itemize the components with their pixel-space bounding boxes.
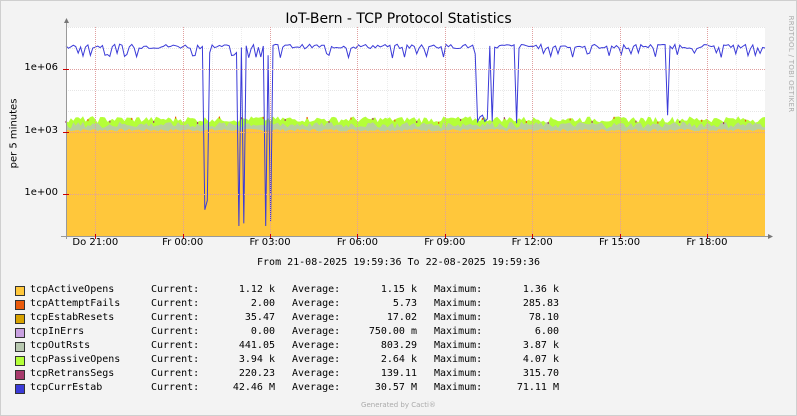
legend-current-label: Current:	[151, 382, 200, 393]
legend-series-name: tcpAttemptFails	[30, 298, 121, 309]
legend-average-label: Average:	[292, 382, 341, 393]
legend-current-value: 1.12 k	[238, 284, 275, 295]
legend-series-name: tcpCurrEstab	[30, 382, 103, 393]
y-tick-label: 1e+06	[24, 61, 58, 73]
legend-current-label: Current:	[151, 284, 200, 295]
y-tick-label: 1e+03	[24, 124, 58, 136]
legend-maximum-label: Maximum:	[434, 298, 483, 309]
legend-maximum-value: 6.00	[534, 326, 559, 337]
legend-average-label: Average:	[292, 368, 341, 379]
y-axis-arrow	[64, 18, 69, 23]
legend-maximum-value: 315.70	[522, 368, 559, 379]
legend-series-name: tcpActiveOpens	[30, 284, 115, 295]
legend-swatch	[15, 328, 25, 338]
legend-average-value: 30.57 M	[374, 382, 417, 393]
legend-average-label: Average:	[292, 354, 341, 365]
x-axis-arrow	[768, 234, 773, 239]
legend-swatch	[15, 286, 25, 296]
date-range-text: From 21-08-2025 19:59:36 To 22-08-2025 1…	[257, 257, 540, 268]
legend-average-value: 803.29	[380, 340, 417, 351]
legend-maximum-value: 71.11 M	[516, 382, 559, 393]
series-tcpCurrEstab	[65, 42, 766, 227]
legend-maximum-label: Maximum:	[434, 354, 483, 365]
legend-current-value: 42.46 M	[232, 382, 275, 393]
legend-maximum-value: 1.36 k	[522, 284, 559, 295]
legend-swatch	[15, 314, 25, 324]
legend-current-value: 441.05	[238, 340, 275, 351]
legend-current-value: 2.00	[250, 298, 275, 309]
legend-current-label: Current:	[151, 340, 200, 351]
legend-maximum-label: Maximum:	[434, 382, 483, 393]
legend-series-name: tcpPassiveOpens	[30, 354, 121, 365]
legend-swatch	[15, 384, 25, 394]
x-tick-label: Fr 12:00	[511, 237, 553, 248]
x-tick-label: Fr 18:00	[686, 237, 728, 248]
legend-average-label: Average:	[292, 326, 341, 337]
legend-maximum-label: Maximum:	[434, 340, 483, 351]
x-tick-label: Fr 06:00	[336, 237, 378, 248]
x-tick-label: Fr 03:00	[249, 237, 291, 248]
legend-maximum-label: Maximum:	[434, 284, 483, 295]
legend-swatch	[15, 370, 25, 380]
legend-current-value: 35.47	[244, 312, 275, 323]
legend-maximum-value: 4.07 k	[522, 354, 559, 365]
legend-average-value: 139.11	[380, 368, 417, 379]
legend-current-value: 220.23	[238, 368, 275, 379]
legend-maximum-label: Maximum:	[434, 326, 483, 337]
legend-average-value: 2.64 k	[380, 354, 417, 365]
legend-current-label: Current:	[151, 368, 200, 379]
legend-series-name: tcpOutRsts	[30, 340, 91, 351]
legend-maximum-label: Maximum:	[434, 312, 483, 323]
legend-current-label: Current:	[151, 326, 200, 337]
legend-swatch	[15, 300, 25, 310]
legend-series-name: tcpRetransSegs	[30, 368, 115, 379]
legend-maximum-label: Maximum:	[434, 368, 483, 379]
legend-maximum-value: 3.87 k	[522, 340, 559, 351]
legend-current-value: 0.00	[250, 326, 275, 337]
legend-average-label: Average:	[292, 284, 341, 295]
legend-swatch	[15, 342, 25, 352]
legend-current-label: Current:	[151, 312, 200, 323]
legend-average-label: Average:	[292, 312, 341, 323]
legend-swatch	[15, 356, 25, 366]
legend-average-label: Average:	[292, 298, 341, 309]
x-tick-label: Fr 15:00	[598, 237, 641, 248]
legend-average-value: 17.02	[386, 312, 417, 323]
legend-average-label: Average:	[292, 340, 341, 351]
legend-current-label: Current:	[151, 298, 200, 309]
legend-series-name: tcpEstabResets	[30, 312, 115, 323]
legend-maximum-value: 285.83	[522, 298, 559, 309]
legend-average-value: 750.00 m	[368, 326, 417, 337]
generated-by-footer: Generated by Cacti®	[361, 401, 436, 409]
legend-current-value: 3.94 k	[238, 354, 275, 365]
legend-average-value: 1.15 k	[380, 284, 417, 295]
x-tick-label: Do 21:00	[72, 237, 119, 248]
x-tick-label: Fr 09:00	[424, 237, 466, 248]
y-tick-label: 1e+00	[24, 187, 58, 199]
legend-average-value: 5.73	[392, 298, 417, 309]
series-tcpActiveOpens	[66, 128, 765, 236]
legend-current-label: Current:	[151, 354, 200, 365]
legend-series-name: tcpInErrs	[30, 326, 85, 337]
legend-maximum-value: 78.10	[528, 312, 559, 323]
x-tick-label: Fr 00:00	[162, 237, 204, 248]
chart-title: IoT-Bern - TCP Protocol Statistics	[285, 11, 512, 27]
